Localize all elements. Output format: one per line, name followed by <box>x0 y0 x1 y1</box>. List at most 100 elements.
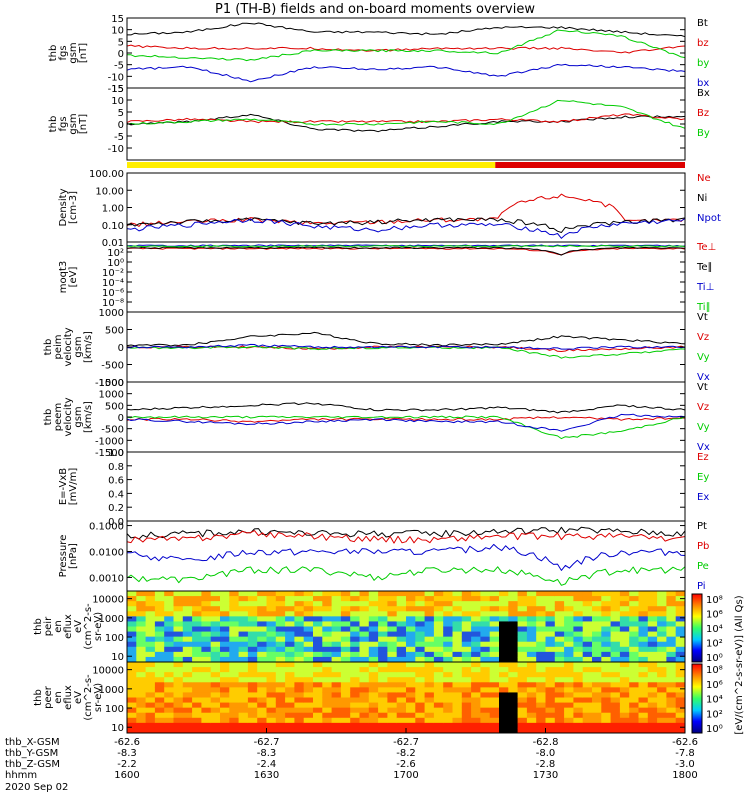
heatmap-cell <box>220 662 230 668</box>
heatmap-cell <box>238 596 249 602</box>
series-line-moqt3-3 <box>126 245 686 248</box>
heatmap-cell <box>145 667 156 673</box>
heatmap-cell <box>266 606 277 612</box>
heatmap-cell <box>127 621 137 627</box>
legend-entry: Bz <box>697 108 709 119</box>
heatmap-cell <box>489 697 500 704</box>
heatmap-cell <box>387 707 398 714</box>
heatmap-cell <box>480 646 491 653</box>
heatmap-cell <box>127 677 137 683</box>
heatmap-cell <box>210 601 221 607</box>
heatmap-cell <box>368 636 379 643</box>
heatmap-cell <box>154 601 165 607</box>
colorbar-tick-label: 10⁶ <box>706 680 723 691</box>
heatmap-cell <box>675 662 686 668</box>
heatmap-cell <box>638 717 649 724</box>
heatmap-cell <box>396 717 407 724</box>
heatmap-cell <box>266 672 277 678</box>
heatmap-cell <box>275 636 286 643</box>
heatmap-cell <box>638 616 649 622</box>
heatmap-cell <box>192 697 202 704</box>
series-line-pressure-1 <box>126 530 686 544</box>
heatmap-cell <box>275 687 286 693</box>
y-tick-label: -500 <box>101 361 124 372</box>
heatmap-cell <box>666 641 677 648</box>
heatmap-cell <box>182 677 193 683</box>
heatmap-cell <box>415 672 426 678</box>
heatmap-cell <box>619 611 630 617</box>
heatmap-cell <box>666 667 677 673</box>
heatmap-cell <box>275 606 286 612</box>
heatmap-cell <box>145 616 156 622</box>
heatmap-cell <box>359 646 370 653</box>
heatmap-cell <box>173 616 184 622</box>
heatmap-cell <box>387 667 398 673</box>
heatmap-cell <box>285 662 295 668</box>
heatmap-cell <box>647 702 658 709</box>
heatmap-cell <box>303 712 314 719</box>
heatmap-cell <box>220 692 230 698</box>
heatmap-cell <box>517 601 528 607</box>
heatmap-cell <box>164 621 174 627</box>
y-axis-label-line: peer <box>43 685 54 709</box>
heatmap-cell <box>359 682 370 688</box>
heatmap-cell <box>592 672 602 678</box>
heatmap-cell <box>127 651 137 658</box>
heatmap-cell <box>554 697 565 704</box>
heatmap-cell <box>415 636 426 643</box>
heatmap-cell <box>285 596 295 602</box>
y-tick-label: 500 <box>105 326 124 337</box>
heatmap-cell <box>285 702 295 709</box>
legend-entry: bx <box>697 78 709 89</box>
heatmap-cell <box>154 606 165 612</box>
heatmap-cell <box>387 687 398 693</box>
heatmap-cell <box>592 707 602 714</box>
heatmap-cell <box>378 682 388 688</box>
heatmap-cell <box>266 667 277 673</box>
heatmap-cell <box>173 667 184 673</box>
heatmap-cell <box>313 631 323 638</box>
heatmap-cell <box>127 687 137 693</box>
heatmap-cell <box>675 616 686 622</box>
heatmap-cell <box>406 606 416 612</box>
heatmap-cell <box>406 631 416 638</box>
heatmap-cell <box>452 596 463 602</box>
heatmap-cell <box>406 667 416 673</box>
legend-entry: Ey <box>697 472 709 483</box>
heatmap-cell <box>443 727 453 734</box>
heatmap-cell <box>275 591 286 597</box>
heatmap-cell <box>182 672 193 678</box>
heatmap-cell <box>443 656 453 663</box>
heatmap-cell <box>275 621 286 627</box>
heatmap-cell <box>499 702 509 709</box>
heatmap-cell <box>610 662 621 668</box>
heatmap-cell <box>182 697 193 704</box>
heatmap-cell <box>657 677 667 683</box>
heatmap-cell <box>313 687 323 693</box>
heatmap-cell <box>610 677 621 683</box>
heatmap-cell <box>164 707 174 714</box>
heatmap-cell <box>675 621 686 627</box>
heatmap-cell <box>294 712 305 719</box>
heatmap-cell <box>545 601 556 607</box>
heatmap-cell <box>154 712 165 719</box>
heatmap-cell <box>517 596 528 602</box>
heatmap-cell <box>424 641 435 648</box>
heatmap-cell <box>526 692 537 698</box>
heatmap-cell <box>471 717 481 724</box>
heatmap-cell <box>340 702 351 709</box>
legend-entry: Bt <box>697 18 708 29</box>
y-tick-label: -5 <box>114 61 124 72</box>
heatmap-cell <box>526 651 537 658</box>
heatmap-cell <box>210 606 221 612</box>
legend-entry: Ez <box>697 452 709 463</box>
heatmap-cell <box>164 697 174 704</box>
heatmap-cell <box>657 712 667 719</box>
heatmap-cell <box>406 641 416 648</box>
heatmap-cell <box>285 707 295 714</box>
y-tick-label: 10⁻⁶ <box>102 288 124 299</box>
heatmap-cell <box>536 667 546 673</box>
heatmap-cell <box>424 702 435 709</box>
heatmap-cell <box>564 707 574 714</box>
heatmap-cell <box>201 606 212 612</box>
